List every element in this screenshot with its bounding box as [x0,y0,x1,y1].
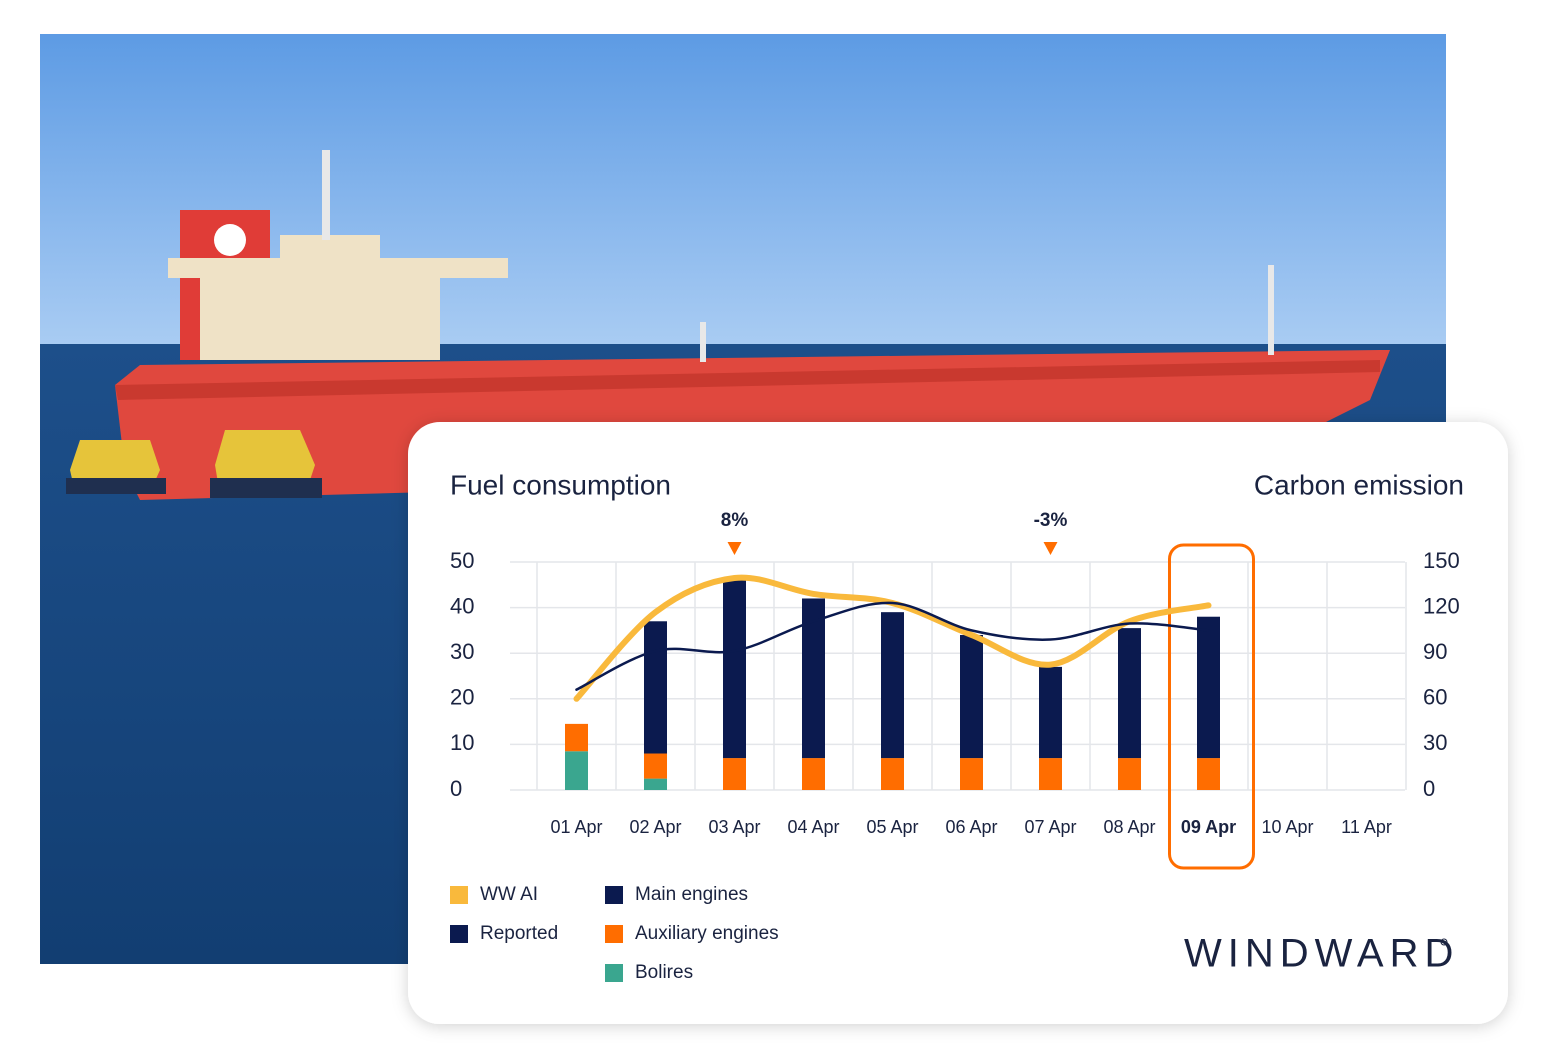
bar-segment [1039,666,1062,759]
legend-swatch [605,886,623,904]
y-tick-label: 40 [450,593,474,618]
bar-segment [723,577,746,759]
bar-segment [644,753,667,779]
y-tick-label: 30 [450,639,474,664]
y-tick-label: 20 [450,685,474,710]
legend-label: Bolires [635,962,693,983]
chart-card [408,422,1508,1024]
legend-swatch [450,886,468,904]
y2-tick-label: 60 [1423,685,1447,710]
bar-segment [1197,616,1220,759]
annotation-marker [1043,542,1058,555]
bar-segment [1197,758,1220,790]
annotation: -3% [1034,510,1068,531]
bar-segment [1118,628,1141,759]
bar-segment [1039,758,1062,790]
bar-segment [1118,758,1141,790]
x-tick-label: 11 Apr [1341,817,1392,837]
bar-segment [802,598,825,759]
y2-tick-label: 0 [1423,776,1435,801]
y-tick-label: 0 [450,776,462,801]
line-series [575,601,1210,691]
bar-segment [644,778,667,790]
x-tick-label: 02 Apr [629,817,681,837]
annotation-marker [727,542,742,555]
legend-label: WW AI [480,884,538,905]
brand-logo: WINDWARD [1184,932,1459,976]
bar-segment [565,723,588,752]
y-tick-label: 10 [450,730,474,755]
x-tick-label: 09 Apr [1181,817,1236,837]
x-tick-label: 06 Apr [945,817,997,837]
legend-label: Reported [480,923,558,944]
legend-swatch [450,925,468,943]
x-tick-label: 04 Apr [787,817,839,837]
x-tick-label: 05 Apr [866,817,918,837]
legend-label: Auxiliary engines [635,923,779,944]
highlight-box [1168,543,1255,870]
chart-title: Fuel consumption [450,469,671,500]
x-tick-label: 07 Apr [1024,817,1076,837]
legend-swatch [605,964,623,982]
x-tick-label: 01 Apr [550,817,602,837]
bar-segment [881,758,904,790]
x-tick-label: 03 Apr [708,817,760,837]
y2-title: Carbon emission [1254,469,1464,500]
bar-segment [960,758,983,790]
bar-segment [644,621,667,754]
bar-segment [960,634,983,759]
legend-label: Main engines [635,884,748,905]
bar-segment [565,751,588,790]
x-tick-label: 08 Apr [1103,817,1155,837]
legend-swatch [605,925,623,943]
y2-tick-label: 120 [1423,593,1460,618]
y2-tick-label: 90 [1423,639,1447,664]
bar-segment [802,758,825,790]
logo-mark [1440,938,1448,946]
annotation: 8% [721,510,749,531]
y-tick-label: 50 [450,548,474,573]
y2-tick-label: 30 [1423,730,1447,755]
x-tick-label: 10 Apr [1261,817,1313,837]
bar-segment [881,612,904,759]
bar-segment [723,758,746,790]
y2-tick-label: 150 [1423,548,1460,573]
